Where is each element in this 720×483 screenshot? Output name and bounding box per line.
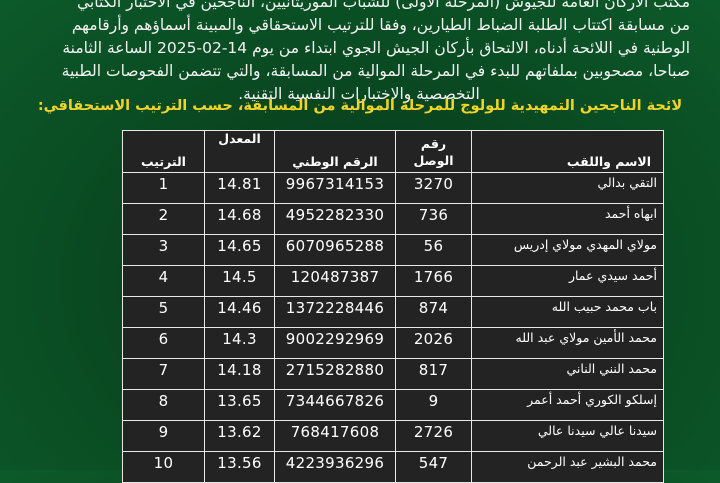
name-cell: محمد الأمين مولاي عبد الله bbox=[471, 327, 664, 359]
table-row: 7 14.18 2715282880 817 محمد النني الناني bbox=[122, 358, 664, 390]
rank-cell: 3 bbox=[122, 234, 205, 266]
rank-cell: 2 bbox=[122, 203, 205, 235]
table-row: 4 14.5 120487387 1766 أحمد سيدي عمار bbox=[122, 265, 664, 297]
intro-line: التخصصية والاختبارات النفسية التقنية. bbox=[238, 85, 480, 103]
table-row: 6 14.3 9002292969 2026 محمد الأمين مولاي عبد… bbox=[122, 327, 664, 359]
average-cell: 13.56 bbox=[204, 451, 275, 483]
results-table: الترتيب المعدل الرقم الوطني رقم الوصل ال… bbox=[122, 130, 664, 483]
receipt-cell: 1766 bbox=[395, 265, 472, 297]
receipt-cell: 2026 bbox=[395, 327, 472, 359]
name-cell: ابهاه أحمد bbox=[471, 203, 664, 235]
average-cell: 14.68 bbox=[204, 203, 275, 235]
national-id-cell: 1372228446 bbox=[274, 296, 396, 328]
name-cell: مولاي المهدي مولاي إدريس bbox=[471, 234, 664, 266]
table-row: 5 14.46 1372228446 874 باب محمد حبيب الله bbox=[122, 296, 664, 328]
name-cell: أحمد سيدي عمار bbox=[471, 265, 664, 297]
receipt-cell: 547 bbox=[395, 451, 472, 483]
national-id-cell: 7344667826 bbox=[274, 389, 396, 421]
rank-cell: 5 bbox=[122, 296, 205, 328]
rank-cell: 4 bbox=[122, 265, 205, 297]
receipt-cell: 3270 bbox=[395, 172, 472, 204]
intro-line: الوطنية في اللائحة أدناه، الالتحاق بأركا… bbox=[62, 39, 690, 57]
national-id-cell: 768417608 bbox=[274, 420, 396, 452]
header-rank: الترتيب bbox=[122, 130, 205, 173]
header-receipt: رقم الوصل bbox=[395, 130, 472, 173]
name-cell: إسلكو الكوري أحمد أعمر bbox=[471, 389, 664, 421]
name-cell: محمد النني الناني bbox=[471, 358, 664, 390]
rank-cell: 1 bbox=[122, 172, 205, 204]
national-id-cell: 2715282880 bbox=[274, 358, 396, 390]
average-cell: 14.3 bbox=[204, 327, 275, 359]
intro-line: صباحا، مصحوبين بملفاتهم للبدء في المرحلة… bbox=[61, 62, 690, 80]
table-row: 2 14.68 4952282330 736 ابهاه أحمد bbox=[122, 203, 664, 235]
national-id-cell: 120487387 bbox=[274, 265, 396, 297]
name-cell: سيدنا عالي سيدنا عالي bbox=[471, 420, 664, 452]
table-row: 3 14.65 6070965288 56 مولاي المهدي مولاي إدر… bbox=[122, 234, 664, 266]
rank-cell: 9 bbox=[122, 420, 205, 452]
header-name: الاسم واللقب bbox=[471, 130, 664, 173]
average-cell: 14.5 bbox=[204, 265, 275, 297]
header-average: المعدل bbox=[204, 130, 275, 173]
rank-cell: 6 bbox=[122, 327, 205, 359]
name-cell: باب محمد حبيب الله bbox=[471, 296, 664, 328]
average-cell: 14.65 bbox=[204, 234, 275, 266]
receipt-cell: 2726 bbox=[395, 420, 472, 452]
table-header-row: الترتيب المعدل الرقم الوطني رقم الوصل ال… bbox=[122, 130, 664, 173]
announcement-text: مكتب الأركان العامة للجيوش (المرحلة الأو… bbox=[28, 0, 690, 106]
average-cell: 14.46 bbox=[204, 296, 275, 328]
national-id-cell: 9967314153 bbox=[274, 172, 396, 204]
average-cell: 13.62 bbox=[204, 420, 275, 452]
table-row: 8 13.65 7344667826 9 إسلكو الكوري أحمد أعمر bbox=[122, 389, 664, 421]
rank-cell: 8 bbox=[122, 389, 205, 421]
name-cell: محمد البشير عبد الرحمن bbox=[471, 451, 664, 483]
average-cell: 14.18 bbox=[204, 358, 275, 390]
receipt-cell: 56 bbox=[395, 234, 472, 266]
table-row: 9 13.62 768417608 2726 سيدنا عالي سيدنا عالي bbox=[122, 420, 664, 452]
national-id-cell: 6070965288 bbox=[274, 234, 396, 266]
table-row: 1 14.81 9967314153 3270 التقي بدالي bbox=[122, 172, 664, 204]
average-cell: 14.81 bbox=[204, 172, 275, 204]
average-cell: 13.65 bbox=[204, 389, 275, 421]
rank-cell: 10 bbox=[122, 451, 205, 483]
name-cell: التقي بدالي bbox=[471, 172, 664, 204]
list-heading: لائحة الناجحين التمهيدية للولوج للمرحلة … bbox=[37, 98, 683, 114]
national-id-cell: 9002292969 bbox=[274, 327, 396, 359]
national-id-cell: 4952282330 bbox=[274, 203, 396, 235]
header-national-id: الرقم الوطني bbox=[274, 130, 396, 173]
receipt-cell: 736 bbox=[395, 203, 472, 235]
intro-line: من مسابقة اكتتاب الطلبة الضباط الطيارين،… bbox=[71, 16, 690, 34]
table-row: 10 13.56 4223936296 547 محمد البشير عبد الرح… bbox=[122, 451, 664, 483]
receipt-cell: 817 bbox=[395, 358, 472, 390]
national-id-cell: 4223936296 bbox=[274, 451, 396, 483]
receipt-cell: 874 bbox=[395, 296, 472, 328]
rank-cell: 7 bbox=[122, 358, 205, 390]
receipt-cell: 9 bbox=[395, 389, 472, 421]
intro-line: مكتب الأركان العامة للجيوش (المرحلة الأو… bbox=[77, 0, 690, 11]
